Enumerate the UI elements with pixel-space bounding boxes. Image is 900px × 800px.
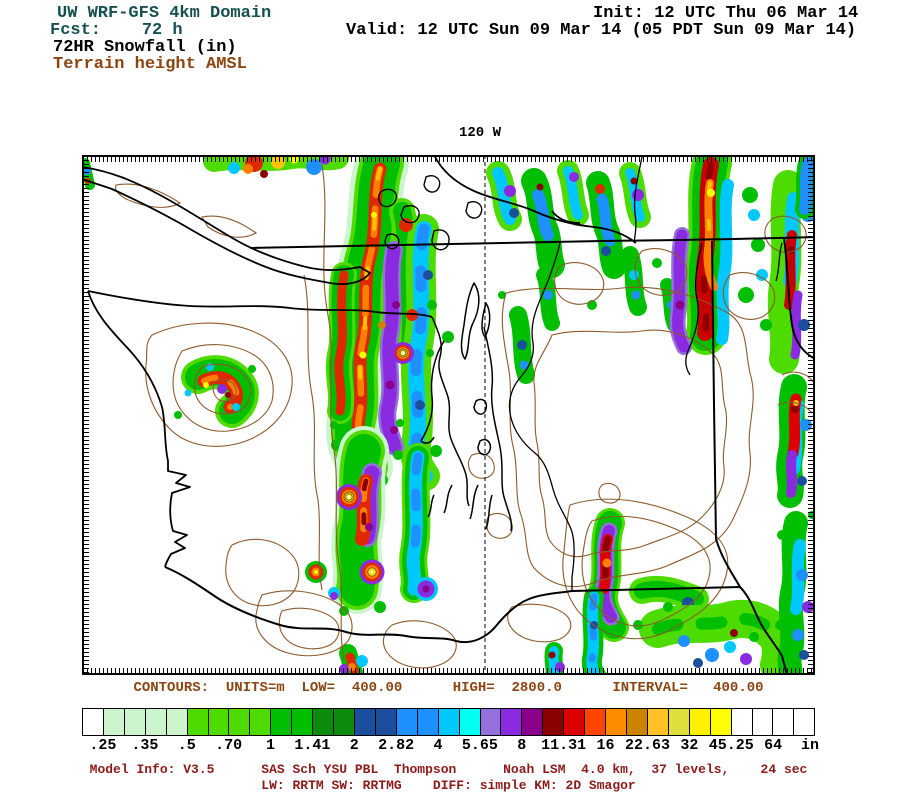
colorbar-tick-label: 8 xyxy=(517,737,527,754)
snow-cluster-south-cascades xyxy=(305,419,442,616)
colorbar-cell xyxy=(751,708,774,736)
colorbar-cell xyxy=(479,708,502,736)
colorbar-tick-label: .25 xyxy=(89,737,117,754)
colorbar-cell xyxy=(437,708,460,736)
terrain-contours xyxy=(115,164,815,669)
pend-oreille-river xyxy=(775,242,783,282)
snow-cluster-blue-mountains xyxy=(544,508,800,675)
snowfall-shading xyxy=(82,155,815,675)
colorbar-tick-label: 4 xyxy=(433,737,443,754)
colorbar-cell xyxy=(186,708,209,736)
colorbar-cell xyxy=(605,708,627,736)
bc-mainland-coast xyxy=(433,155,637,244)
frame-border xyxy=(82,155,815,675)
product-label: 72HR Snowfall (in) xyxy=(53,38,237,57)
colorbar-tick-label: 2 xyxy=(349,737,359,754)
colorbar-tick-label: 2.82 xyxy=(378,737,415,754)
colorbar-tick-label: 1.41 xyxy=(294,737,331,754)
forecast-hour: Fcst: 72 h xyxy=(50,21,183,40)
coastlines xyxy=(82,155,637,568)
map-frame xyxy=(82,155,815,675)
colorbar-cell xyxy=(772,708,795,736)
colorbar-cell xyxy=(102,708,125,736)
contour-info-line: CONTOURS: UNITS=m LOW= 400.00 HIGH= 2800… xyxy=(133,680,764,696)
colorbar-cell xyxy=(709,708,732,736)
puget-sound xyxy=(420,282,513,532)
colorbar-tick-label: 22.63 xyxy=(624,737,670,754)
state-borders xyxy=(164,236,815,675)
valid-time: Valid: 12 UTC Sun 09 Mar 14 (05 PDT Sun … xyxy=(346,21,857,40)
colorbar-tick-label: 5.65 xyxy=(461,737,498,754)
map-svg xyxy=(82,155,815,675)
colorbar-tick-label: 16 xyxy=(596,737,615,754)
snow-cluster-olympics xyxy=(174,355,259,428)
colorbar-cell xyxy=(82,708,104,736)
columbia-river xyxy=(508,242,575,591)
map-canvas xyxy=(82,155,815,675)
colorbar-tick-label: .35 xyxy=(131,737,159,754)
snow-cluster-east-edge-mid xyxy=(776,374,812,508)
colorbar-tick-label: 1 xyxy=(265,737,275,754)
colorbar-cell xyxy=(730,708,753,736)
colorbar-cell xyxy=(584,708,607,736)
colorbar-labels: .25 .35 .5 .70 1 1.41 2 2.82 4 5.65 8 11.31 16 22.63 3… xyxy=(82,737,819,755)
upper-columbia xyxy=(685,242,703,376)
init-time: Init: 12 UTC Thu 06 Mar 14 xyxy=(593,4,859,23)
colorbar-cell xyxy=(312,708,335,736)
colorbar-unit-label: in xyxy=(800,737,820,754)
st-helens-blob xyxy=(305,561,327,583)
okanogan-river xyxy=(633,156,643,244)
colorbar-cell xyxy=(374,708,397,736)
model-title: UW WRF-GFS 4km Domain xyxy=(57,4,272,23)
longitude-label: 120 W xyxy=(458,125,501,141)
colorbar-cell xyxy=(563,708,586,736)
colorbar-cell xyxy=(353,708,376,736)
adams-bullseye xyxy=(359,559,385,585)
colorbar-cell xyxy=(458,708,481,736)
olympic-north-coast xyxy=(87,290,433,318)
colorbar-tick-label: .70 xyxy=(215,737,243,754)
colorbar-cell xyxy=(291,708,314,736)
model-info-line1: Model Info: V3.5 SAS Sch YSU PBL Thompso… xyxy=(89,762,808,777)
colorbar-cell xyxy=(333,708,355,736)
pacific-coast xyxy=(87,290,191,568)
colorbar-cell xyxy=(793,708,816,736)
colorbar-cell xyxy=(207,708,230,736)
colorbar-cell xyxy=(249,708,272,736)
wa-or-border xyxy=(164,566,788,675)
snow-cluster-mt-hood xyxy=(339,644,368,675)
colorbar-cell xyxy=(270,708,293,736)
vancouver-island-coast xyxy=(82,166,371,286)
canada-border-49n xyxy=(249,236,815,249)
terrain-label: Terrain height AMSL xyxy=(53,55,247,74)
colorbar-cell xyxy=(123,708,146,736)
snow-cluster-northeast xyxy=(669,155,815,374)
colorbar-cell xyxy=(395,708,418,736)
wa-id-border xyxy=(711,240,741,588)
rainier-bullseye xyxy=(336,484,362,510)
colorbar-cell xyxy=(500,708,523,736)
rivers xyxy=(508,156,783,591)
id-mt-border xyxy=(783,237,815,360)
colorbar-tick-label: 64 xyxy=(764,737,783,754)
colorbar-cell xyxy=(625,708,648,736)
model-info-line2: LW: RRTM SW: RRTMG DIFF: simple KM: 2D S… xyxy=(261,778,636,793)
colorbar-cell xyxy=(228,708,251,736)
colorbar-cell xyxy=(688,708,711,736)
snowfall-colorbar xyxy=(82,708,816,736)
colorbar-tick-label: 45.25 xyxy=(708,737,754,754)
colorbar-tick-label: 11.31 xyxy=(541,737,587,754)
colorbar-cell xyxy=(165,708,188,736)
colorbar-tick-label: 32 xyxy=(680,737,699,754)
glacier-peak-bullseye xyxy=(392,342,414,364)
colorbar-tick-label: .5 xyxy=(177,737,196,754)
colorbar-cell xyxy=(144,708,167,736)
colorbar-cell xyxy=(542,708,565,736)
colorbar-cell xyxy=(521,708,544,736)
colorbar-cell xyxy=(646,708,669,736)
colorbar-cell xyxy=(416,708,439,736)
colorbar-cell xyxy=(667,708,690,736)
